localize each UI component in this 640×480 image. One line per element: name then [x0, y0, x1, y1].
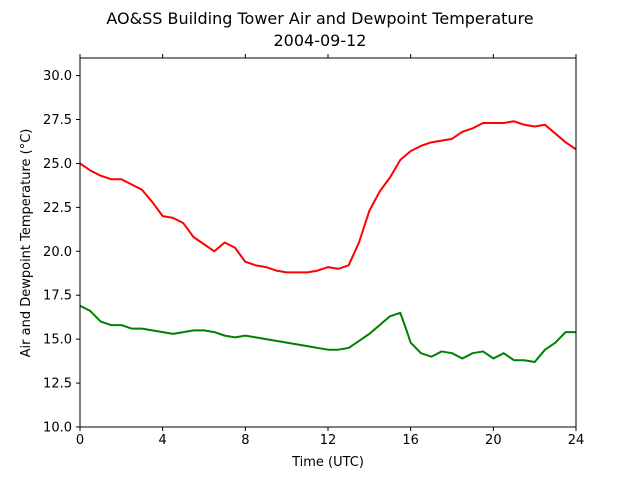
series-layer	[79, 120, 577, 363]
x-tick-label: 8	[241, 433, 249, 448]
plot-frame	[79, 57, 577, 428]
chart-title: AO&SS Building Tower Air and Dewpoint Te…	[106, 9, 533, 28]
x-tick-label: 20	[485, 433, 502, 448]
series-line-0	[79, 120, 577, 274]
x-tick-label: 0	[76, 433, 84, 448]
y-tick-label: 15.0	[43, 333, 72, 348]
y-tick-label: 27.5	[43, 113, 72, 128]
y-axis-label: Air and Dewpoint Temperature (°C)	[19, 129, 34, 358]
y-tick-label: 20.0	[43, 245, 72, 260]
x-tick-label: 12	[320, 433, 337, 448]
y-tick-label: 25.0	[43, 157, 72, 172]
y-tick-label: 17.5	[43, 289, 72, 304]
chart-subtitle: 2004-09-12	[274, 31, 367, 50]
y-tick-label: 10.0	[43, 421, 72, 436]
x-tick-label: 24	[568, 433, 585, 448]
y-tick-label: 22.5	[43, 201, 72, 216]
x-tick-label: 4	[159, 433, 167, 448]
series-line-1	[79, 304, 576, 363]
x-axis-label: Time (UTC)	[291, 455, 364, 470]
tick-layer: 0 4 8 12 16 20 24 10.0 12.5 15.0 17.5 20.0 22.5 25.0 2…	[43, 54, 584, 448]
y-tick-label: 12.5	[43, 377, 72, 392]
x-tick-label: 16	[402, 433, 419, 448]
y-tick-label: 30.0	[43, 69, 72, 84]
